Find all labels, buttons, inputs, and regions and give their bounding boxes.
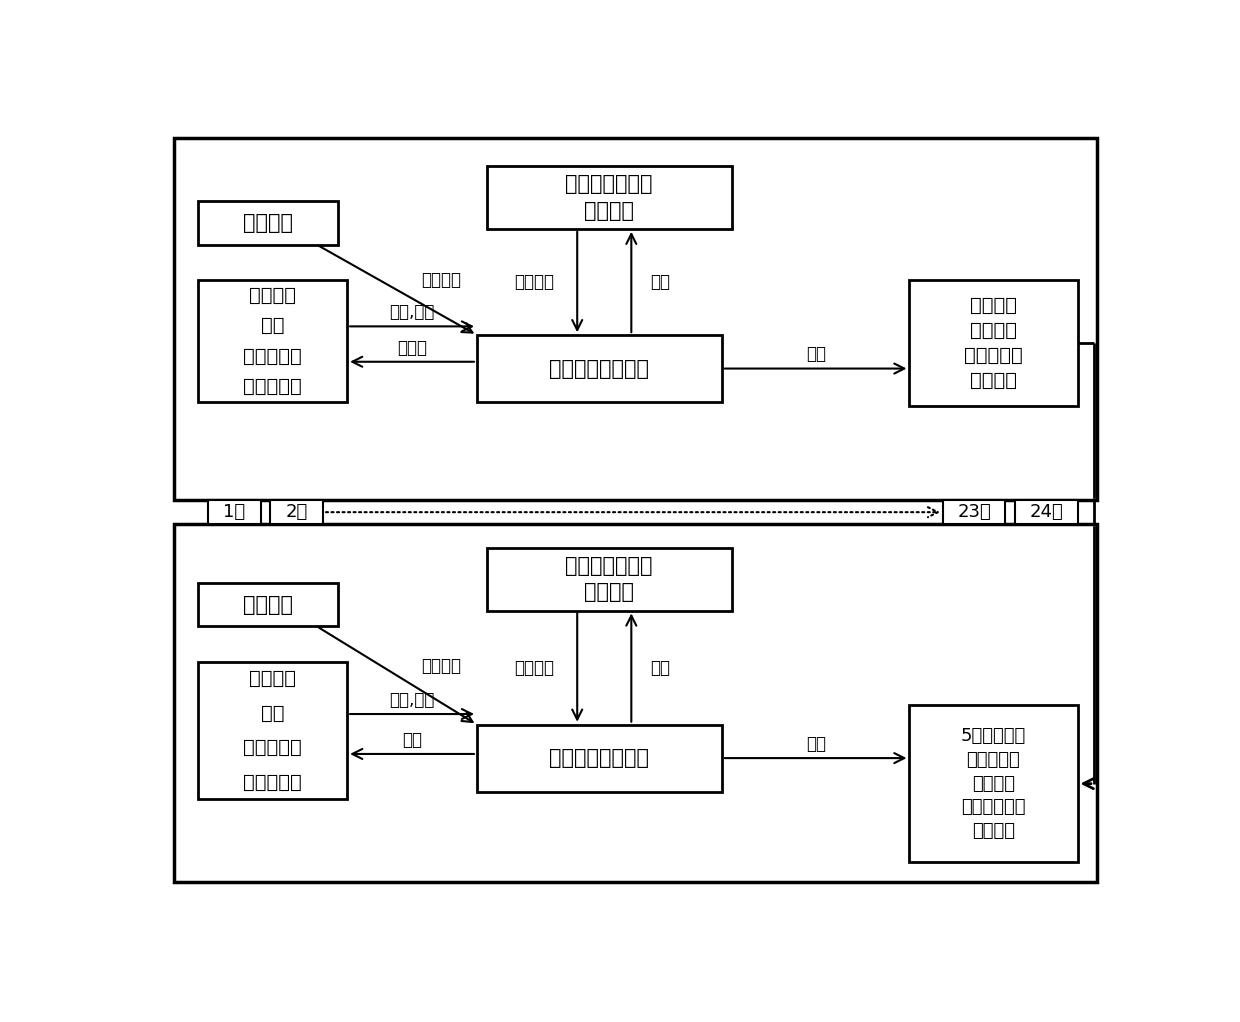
Text: 竞价: 竞价 [650,273,670,291]
FancyBboxPatch shape [1016,501,1078,524]
Text: 实时预测: 实时预测 [243,595,293,614]
Text: 预测结果: 预测结果 [420,657,461,675]
Text: 竞价: 竞价 [650,658,670,677]
Text: 可中断负荷: 可中断负荷 [243,738,303,757]
Text: 日前预测: 日前预测 [243,213,293,233]
FancyBboxPatch shape [477,725,722,791]
Text: 虚拟电厂实时调度: 虚拟电厂实时调度 [549,748,650,769]
Text: 预测结果: 预测结果 [420,272,461,289]
Text: 5分钟安全约
束经济调度
输出调整
频率电压控制
堵塞管理: 5分钟安全约 束经济调度 输出调整 频率电压控制 堵塞管理 [961,728,1025,840]
Text: 成本,约束: 成本,约束 [389,691,435,709]
FancyBboxPatch shape [208,501,260,524]
Text: 分布式电厂: 分布式电厂 [243,773,303,792]
Text: 储能系统: 储能系统 [249,669,296,689]
FancyBboxPatch shape [174,524,1096,882]
Text: 储能系统: 储能系统 [249,286,296,305]
FancyBboxPatch shape [909,280,1078,406]
Text: 零售价: 零售价 [397,338,427,357]
Text: 分布式电厂: 分布式电厂 [243,377,303,397]
Text: 实时结算: 实时结算 [513,658,554,677]
Text: 独立系统运行商
实时市场: 独立系统运行商 实时市场 [565,556,652,602]
FancyBboxPatch shape [270,501,324,524]
Text: 成本,约束: 成本,约束 [389,304,435,321]
Text: 独立系统运行商
日前市场: 独立系统运行商 日前市场 [565,174,652,221]
Text: 23点: 23点 [957,503,991,521]
Text: 文件: 文件 [806,735,826,753]
FancyBboxPatch shape [198,661,347,799]
Text: 小时价格
输出计划
稳定性分析
安全约束: 小时价格 输出计划 稳定性分析 安全约束 [963,296,1023,390]
FancyBboxPatch shape [198,201,337,244]
FancyBboxPatch shape [486,548,732,610]
Text: 风能: 风能 [260,704,284,723]
FancyBboxPatch shape [486,166,732,229]
Text: 可中断负荷: 可中断负荷 [243,346,303,366]
FancyBboxPatch shape [198,583,337,626]
FancyBboxPatch shape [174,138,1096,501]
Text: 付款: 付款 [402,731,422,749]
Text: 2点: 2点 [285,503,308,521]
FancyBboxPatch shape [942,501,1006,524]
FancyBboxPatch shape [477,335,722,402]
Text: 风能: 风能 [260,316,284,335]
Text: 1点: 1点 [223,503,246,521]
FancyBboxPatch shape [909,705,1078,863]
Text: 24点: 24点 [1029,503,1063,521]
Text: 虚拟电厂日前竞价: 虚拟电厂日前竞价 [549,359,650,378]
FancyBboxPatch shape [198,280,347,402]
Text: 文件: 文件 [806,345,826,364]
Text: 日前结算: 日前结算 [513,273,554,291]
